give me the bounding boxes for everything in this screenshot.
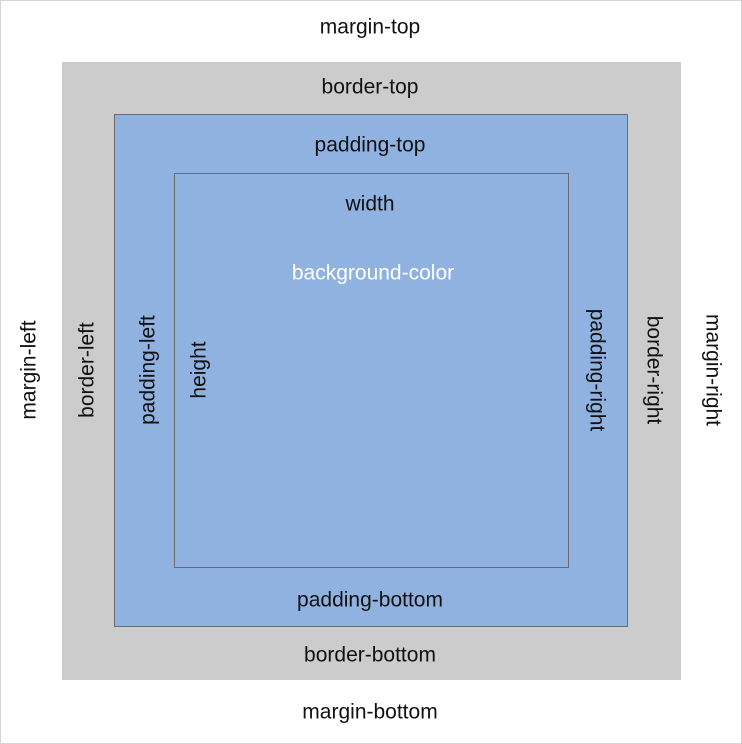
border-left-label: border-left xyxy=(75,322,99,418)
margin-right-label: margin-right xyxy=(701,313,725,427)
margin-left-label: margin-left xyxy=(17,320,41,420)
border-right-label: border-right xyxy=(642,315,666,425)
padding-top-label: padding-top xyxy=(314,133,426,157)
height-label: height xyxy=(187,341,211,399)
width-label: width xyxy=(345,192,395,216)
margin-bottom-label: margin-bottom xyxy=(302,700,438,724)
border-top-label: border-top xyxy=(321,75,419,99)
background-color-label: background-color xyxy=(291,261,455,285)
padding-right-label: padding-right xyxy=(585,308,609,432)
padding-left-label: padding-left xyxy=(136,315,160,425)
margin-top-label: margin-top xyxy=(319,15,421,39)
content-area xyxy=(174,173,569,568)
padding-bottom-label: padding-bottom xyxy=(297,588,443,612)
border-bottom-label: border-bottom xyxy=(304,643,436,667)
